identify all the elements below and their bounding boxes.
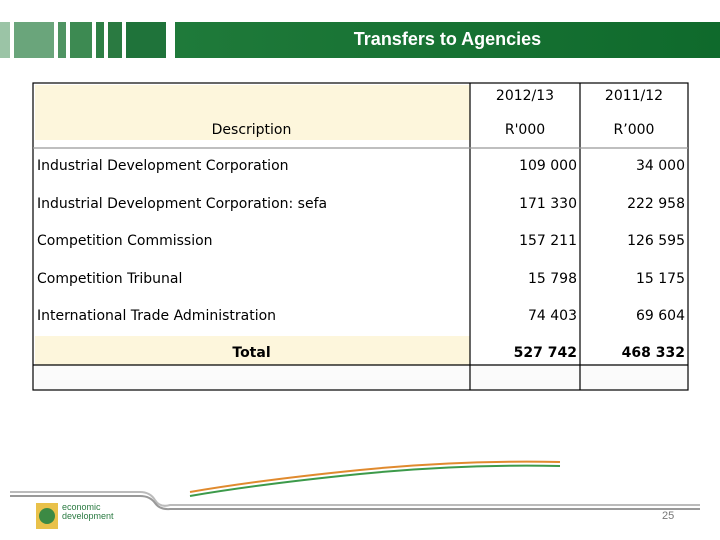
amount: 126 595 bbox=[627, 233, 685, 249]
amount: 34 000 bbox=[636, 158, 685, 174]
total-label: Total bbox=[232, 345, 271, 361]
column-unit: R'000 bbox=[504, 122, 546, 138]
page-number: 25 bbox=[662, 510, 675, 522]
agency: International Trade Administration bbox=[37, 308, 277, 324]
agency: Competition Commission bbox=[37, 233, 213, 249]
amount: 69 604 bbox=[636, 308, 685, 324]
amount: 171 330 bbox=[519, 195, 577, 212]
agency: Industrial Development Corporation bbox=[37, 158, 289, 174]
agency: Competition Tribunal bbox=[37, 270, 183, 287]
total-value: 468 332 bbox=[621, 345, 685, 361]
slide-title: Transfers to Agencies bbox=[353, 29, 542, 49]
amount: 15 175 bbox=[636, 270, 685, 287]
column-period: 2012/13 bbox=[495, 88, 555, 104]
amount: 15 798 bbox=[528, 270, 577, 287]
column-unit: R’000 bbox=[613, 122, 655, 138]
logo-text: economic bbox=[62, 502, 101, 512]
logo-text: development bbox=[62, 511, 114, 521]
amount: 157 211 bbox=[519, 233, 577, 249]
amount: 74 403 bbox=[528, 308, 577, 324]
amount: 109 000 bbox=[519, 158, 577, 174]
description-header: Description bbox=[211, 122, 292, 138]
total-value: 527 742 bbox=[513, 345, 577, 361]
amount: 222 958 bbox=[627, 195, 685, 212]
column-period: 2011/12 bbox=[604, 88, 664, 104]
agency: Industrial Development Corporation: sefa bbox=[37, 195, 328, 212]
